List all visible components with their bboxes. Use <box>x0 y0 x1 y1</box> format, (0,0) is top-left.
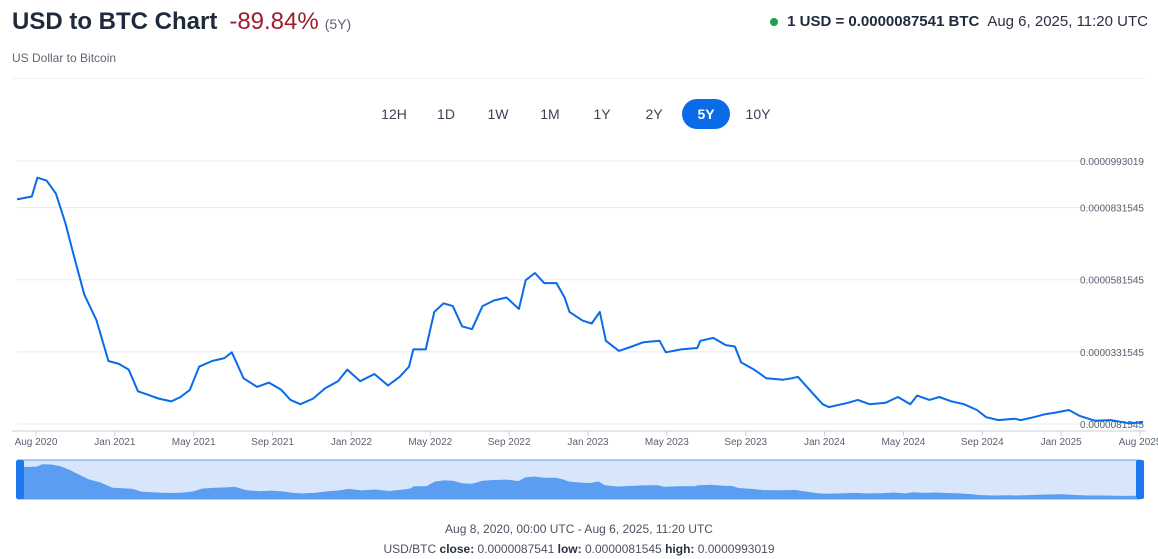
x-tick-label: Sep 2021 <box>251 437 294 448</box>
y-tick-label: 0.0000993019 <box>1080 157 1144 168</box>
range-button-5y[interactable]: 5Y <box>682 99 730 129</box>
page-title: USD to BTC Chart <box>12 8 218 35</box>
percent-change: -89.84% <box>229 8 319 35</box>
y-tick-label: 0.0000081545 <box>1080 420 1144 431</box>
x-tick-label: Jan 2024 <box>804 437 846 448</box>
x-tick-label: Jan 2021 <box>94 437 136 448</box>
x-tick-label: Jan 2025 <box>1041 437 1083 448</box>
pair-label: USD/BTC <box>383 542 437 556</box>
x-tick-label: Sep 2024 <box>961 437 1004 448</box>
period-label: (5Y) <box>324 16 352 32</box>
x-tick-label: Aug 2025 <box>1119 437 1158 448</box>
footer-ohlc: USD/BTC close: 0.0000087541 low: 0.00000… <box>0 542 1158 556</box>
low-label: low: <box>557 542 582 556</box>
x-tick-label: Sep 2022 <box>488 437 531 448</box>
x-tick-label: May 2021 <box>172 437 216 448</box>
range-button-12h[interactable]: 12H <box>370 99 418 129</box>
live-status-dot-icon <box>770 17 779 26</box>
range-button-2y[interactable]: 2Y <box>630 99 678 129</box>
x-tick-label: May 2022 <box>408 437 452 448</box>
time-range-selector: 12H 1D 1W 1M 1Y 2Y 5Y 10Y <box>370 99 782 129</box>
high-value: 0.0000993019 <box>697 542 775 556</box>
live-rate: 1 USD = 0.0000087541 BTC Aug 6, 2025, 11… <box>770 13 1148 30</box>
navigator-right-handle[interactable] <box>1136 460 1144 499</box>
x-tick-label: May 2023 <box>645 437 689 448</box>
x-axis-labels: Aug 2020 Jan 2021 May 2021 Sep 2021 Jan 2022… <box>15 431 1158 448</box>
y-axis-labels: 0.0000993019 0.0000831545 0.0000581545 0.00… <box>1080 157 1144 431</box>
x-tick-label: Sep 2023 <box>724 437 767 448</box>
page-subtitle: US Dollar to Bitcoin <box>12 51 117 65</box>
chart-header: USD to BTC Chart -89.84% (5Y) <box>12 8 351 36</box>
header-divider <box>12 78 1146 79</box>
x-tick-label: May 2024 <box>881 437 925 448</box>
close-label: close: <box>439 542 475 556</box>
x-tick-label: Aug 2020 <box>15 437 58 448</box>
range-button-1w[interactable]: 1W <box>474 99 522 129</box>
high-label: high: <box>665 542 695 556</box>
range-button-10y[interactable]: 10Y <box>734 99 782 129</box>
range-button-1d[interactable]: 1D <box>422 99 470 129</box>
rate-timestamp: Aug 6, 2025, 11:20 UTC <box>987 13 1148 30</box>
close-value: 0.0000087541 <box>477 542 555 556</box>
range-navigator[interactable] <box>16 459 1144 500</box>
chart-grid <box>17 160 1143 425</box>
navigator-area <box>22 464 1136 499</box>
y-tick-label: 0.0000331545 <box>1080 348 1144 359</box>
range-button-1y[interactable]: 1Y <box>578 99 626 129</box>
x-tick-label: Jan 2022 <box>331 437 373 448</box>
navigator-left-handle[interactable] <box>16 460 24 499</box>
y-tick-label: 0.0000581545 <box>1080 276 1144 287</box>
y-tick-label: 0.0000831545 <box>1080 204 1144 215</box>
footer-date-range: Aug 8, 2020, 00:00 UTC - Aug 6, 2025, 11… <box>445 522 713 536</box>
x-tick-label: Jan 2023 <box>567 437 609 448</box>
price-chart[interactable]: 0.0000993019 0.0000831545 0.0000581545 0.00… <box>0 150 1158 510</box>
rate-value: 1 USD = 0.0000087541 BTC <box>787 13 980 30</box>
price-line <box>16 176 1144 425</box>
low-value: 0.0000081545 <box>584 542 662 556</box>
range-button-1m[interactable]: 1M <box>526 99 574 129</box>
